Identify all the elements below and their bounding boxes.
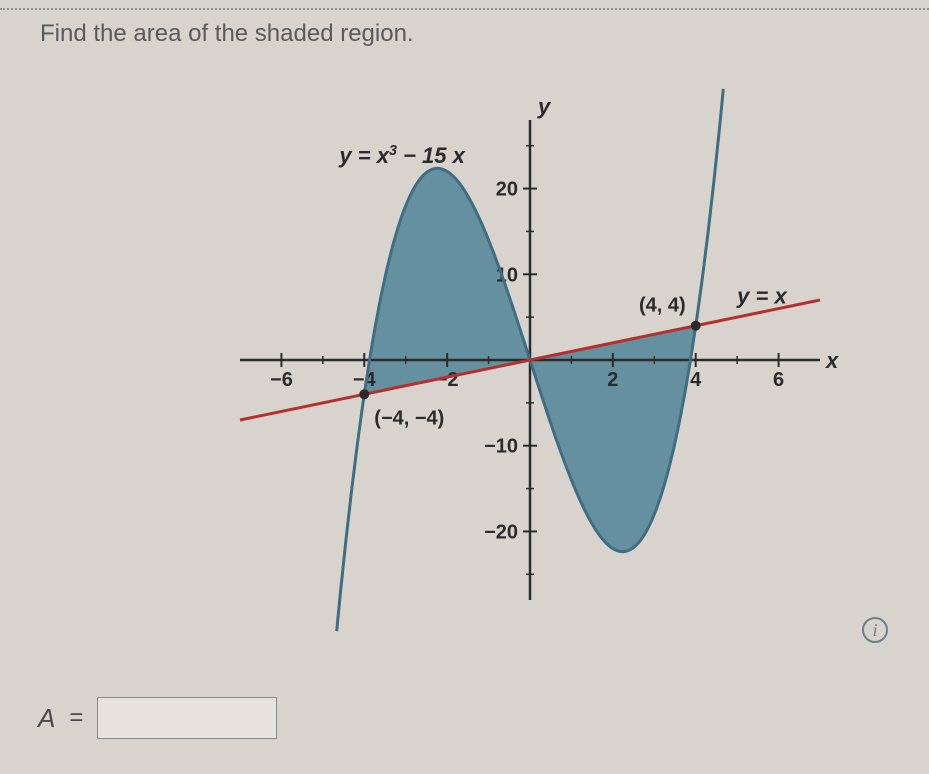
x-axis-title: x xyxy=(825,348,839,373)
y-tick-label: −10 xyxy=(484,436,518,458)
y-tick-label: 20 xyxy=(496,179,518,201)
y-axis-title: y xyxy=(537,94,552,119)
chart-svg: −6−4−2246−20−101020xy(−4, −4)(4, 4)y = x… xyxy=(180,80,880,640)
point-label-neg4: (−4, −4) xyxy=(374,407,444,429)
question-prompt: Find the area of the shaded region. xyxy=(40,20,414,48)
answer-row: A = xyxy=(38,697,277,739)
chart: −6−4−2246−20−101020xy(−4, −4)(4, 4)y = x… xyxy=(180,80,880,640)
point-label-4: (4, 4) xyxy=(639,295,686,317)
section-divider xyxy=(0,8,929,10)
svg-text:i: i xyxy=(872,620,877,640)
y-tick-label: −20 xyxy=(484,521,518,543)
answer-variable: A xyxy=(38,703,55,734)
answer-equals: = xyxy=(69,704,83,732)
intersection-point xyxy=(691,321,701,331)
cubic-equation-label: y = x3 − 15 x xyxy=(338,143,465,168)
answer-input[interactable] xyxy=(97,697,277,739)
x-tick-label: 2 xyxy=(607,369,618,391)
x-tick-label: −6 xyxy=(270,369,293,391)
info-icon[interactable]: i xyxy=(861,616,889,644)
line-equation-label: y = x xyxy=(736,283,787,308)
intersection-point xyxy=(359,389,369,399)
x-tick-label: 4 xyxy=(690,369,702,391)
x-tick-label: 6 xyxy=(773,369,784,391)
